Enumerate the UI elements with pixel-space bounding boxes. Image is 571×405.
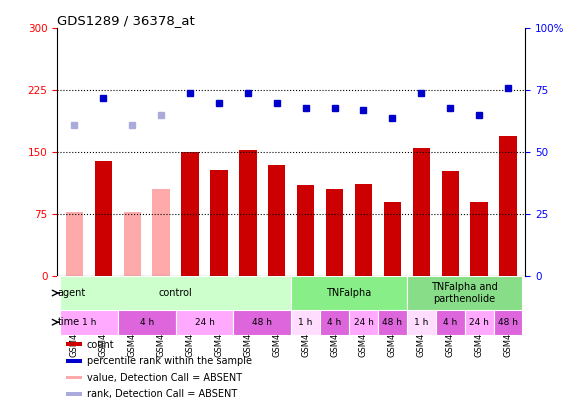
Bar (152, 190, 170, 276)
Bar (66, 359, 82, 362)
Bar (95, 160, 112, 276)
FancyBboxPatch shape (291, 276, 407, 310)
Bar (268, 165, 286, 276)
FancyBboxPatch shape (118, 310, 176, 335)
FancyBboxPatch shape (465, 276, 493, 310)
FancyBboxPatch shape (234, 310, 291, 335)
Bar (413, 148, 430, 276)
Text: 1 h: 1 h (299, 318, 313, 327)
Text: rank, Detection Call = ABSENT: rank, Detection Call = ABSENT (87, 389, 237, 399)
FancyBboxPatch shape (60, 310, 118, 335)
Bar (123, 212, 141, 276)
Bar (239, 150, 256, 276)
Text: 24 h: 24 h (353, 318, 373, 327)
FancyBboxPatch shape (262, 276, 291, 310)
FancyBboxPatch shape (436, 276, 465, 310)
FancyBboxPatch shape (60, 276, 291, 310)
Bar (297, 185, 314, 276)
Text: TNFalpha and
parthenolide: TNFalpha and parthenolide (431, 282, 498, 304)
Text: GDS1289 / 36378_at: GDS1289 / 36378_at (57, 14, 195, 27)
Bar (441, 171, 459, 276)
FancyBboxPatch shape (147, 276, 176, 310)
Text: 24 h: 24 h (195, 318, 215, 327)
FancyBboxPatch shape (378, 310, 407, 335)
Bar (499, 136, 517, 276)
FancyBboxPatch shape (60, 276, 89, 310)
Text: 1 h: 1 h (82, 318, 96, 327)
FancyBboxPatch shape (291, 310, 320, 335)
FancyBboxPatch shape (407, 310, 436, 335)
FancyBboxPatch shape (465, 310, 493, 335)
Text: 1 h: 1 h (414, 318, 428, 327)
FancyBboxPatch shape (407, 276, 436, 310)
FancyBboxPatch shape (320, 276, 349, 310)
Text: 24 h: 24 h (469, 318, 489, 327)
Text: count: count (87, 339, 114, 350)
FancyBboxPatch shape (291, 276, 320, 310)
Bar (355, 183, 372, 276)
Bar (66, 392, 82, 396)
Text: 4 h: 4 h (327, 318, 341, 327)
FancyBboxPatch shape (349, 276, 378, 310)
Bar (471, 202, 488, 276)
Bar (182, 152, 199, 276)
Text: time: time (58, 317, 80, 327)
FancyBboxPatch shape (436, 310, 465, 335)
FancyBboxPatch shape (176, 276, 204, 310)
FancyBboxPatch shape (493, 310, 522, 335)
FancyBboxPatch shape (234, 276, 262, 310)
Text: percentile rank within the sample: percentile rank within the sample (87, 356, 252, 366)
Bar (66, 342, 82, 346)
FancyBboxPatch shape (176, 310, 234, 335)
Bar (384, 202, 401, 276)
FancyBboxPatch shape (407, 276, 522, 310)
Text: value, Detection Call = ABSENT: value, Detection Call = ABSENT (87, 373, 242, 383)
FancyBboxPatch shape (349, 310, 378, 335)
FancyBboxPatch shape (320, 310, 349, 335)
FancyBboxPatch shape (118, 276, 147, 310)
Text: 48 h: 48 h (252, 318, 272, 327)
Text: control: control (159, 288, 192, 298)
Text: 48 h: 48 h (498, 318, 518, 327)
Bar (210, 171, 228, 276)
FancyBboxPatch shape (378, 276, 407, 310)
Text: agent: agent (58, 288, 86, 298)
FancyBboxPatch shape (89, 276, 118, 310)
Bar (66, 375, 82, 379)
FancyBboxPatch shape (493, 276, 522, 310)
Text: 48 h: 48 h (383, 318, 403, 327)
Bar (326, 190, 343, 276)
Text: 4 h: 4 h (139, 318, 154, 327)
Text: 4 h: 4 h (443, 318, 457, 327)
FancyBboxPatch shape (204, 276, 234, 310)
Text: TNFalpha: TNFalpha (327, 288, 372, 298)
Bar (66, 212, 83, 276)
